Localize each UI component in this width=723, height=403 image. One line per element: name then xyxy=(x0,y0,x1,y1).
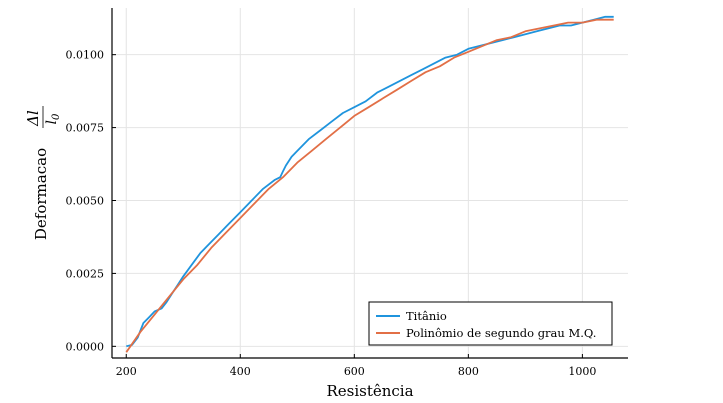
y-tick-label: 0.0075 xyxy=(66,122,105,135)
series-line-polinomio xyxy=(125,18,614,353)
y-axis-fraction-numerator: Δl xyxy=(24,110,42,127)
grid xyxy=(112,8,628,358)
y-tick-label: 0.0025 xyxy=(66,267,105,280)
x-tick-label: 800 xyxy=(458,365,479,378)
x-tick-label: 200 xyxy=(116,365,137,378)
series-layer xyxy=(125,15,614,353)
y-axis-title-text: Deformacao xyxy=(32,148,50,240)
y-tick-label: 0.0100 xyxy=(66,49,105,62)
legend-label-titanio: Titânio xyxy=(406,309,447,323)
y-axis-title: Deformacao Δl l0 xyxy=(24,106,62,240)
y-tick-label: 0.0050 xyxy=(66,195,105,208)
y-ticks: 0.0000 0.0025 0.0050 0.0075 0.0100 xyxy=(66,49,116,353)
axes xyxy=(111,8,628,359)
x-axis-title: Resistência xyxy=(326,382,413,400)
y-tick-label: 0.0000 xyxy=(66,340,105,353)
x-tick-label: 600 xyxy=(344,365,365,378)
x-tick-label: 400 xyxy=(230,365,251,378)
series-line-titanio xyxy=(126,15,614,348)
legend-label-polinomio: Polinômio de segundo grau M.Q. xyxy=(406,326,596,340)
x-tick-label: 1000 xyxy=(568,365,596,378)
legend: Titânio Polinômio de segundo grau M.Q. xyxy=(368,301,613,346)
x-ticks: 200 400 600 800 1000 xyxy=(116,354,596,378)
y-axis-fraction-denominator: l0 xyxy=(44,113,62,124)
legend-box xyxy=(368,301,613,346)
